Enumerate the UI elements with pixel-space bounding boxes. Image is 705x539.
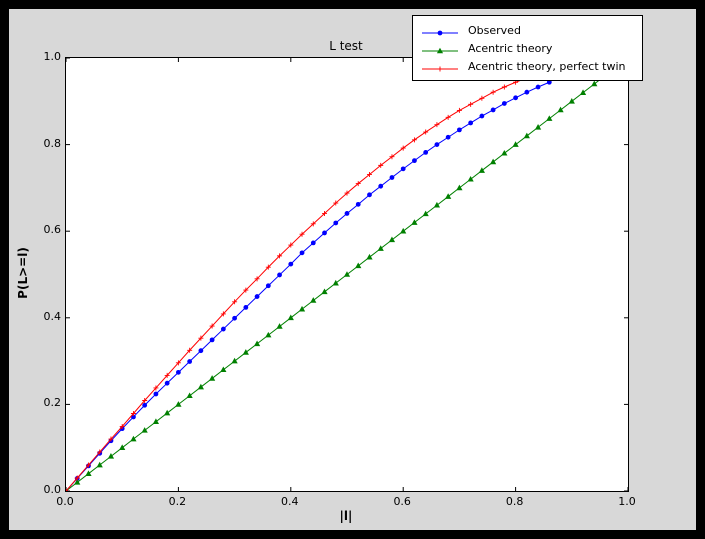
y-tick-label: 0.4 — [43, 309, 62, 323]
y-tick-label: 0.0 — [43, 483, 62, 496]
x-tick-label: 0.6 — [393, 495, 411, 508]
legend-sample-acentric-theory-line-icon — [421, 42, 459, 54]
legend-item-acentric-theory-perfect-twin: Acentric theory, perfect twin — [421, 57, 634, 75]
x-tick-label: 0.0 — [56, 495, 74, 508]
legend-item-observed: Observed — [421, 21, 634, 39]
chart-title: L test — [329, 39, 363, 53]
y-tick-label: 0.6 — [43, 223, 62, 237]
legend-label-acentric-theory-perfect-twin: Acentric theory, perfect twin — [468, 59, 626, 73]
x-tick-label: 1.0 — [618, 495, 636, 508]
plot-canvas — [66, 58, 628, 491]
y-tick-label: 0.2 — [43, 396, 62, 410]
x-tick-label: 0.4 — [281, 495, 299, 508]
y-tick-label: 1.0 — [43, 50, 62, 63]
legend-label-observed: Observed — [468, 23, 521, 37]
legend: Observed Acentric theory Acentric theory… — [412, 15, 643, 81]
legend-sample-observed-line-icon — [421, 24, 459, 36]
x-axis-label: |l| — [339, 509, 353, 523]
x-tick-label: 0.8 — [505, 495, 524, 508]
y-axis-label: P(L>=l) — [16, 247, 30, 299]
legend-item-acentric-theory: Acentric theory — [421, 39, 634, 57]
x-tick-label: 0.2 — [168, 495, 187, 508]
plot-area — [65, 57, 629, 492]
figure-window: L test P(L>=l) 0.0 0.2 0.4 0.6 0.8 1.0 0.0 0.2… — [9, 9, 696, 530]
y-tick-label: 0.8 — [43, 136, 62, 150]
legend-label-acentric-theory: Acentric theory — [468, 41, 553, 55]
legend-sample-acentric-theory-perfect-twin-line-icon — [421, 60, 459, 72]
